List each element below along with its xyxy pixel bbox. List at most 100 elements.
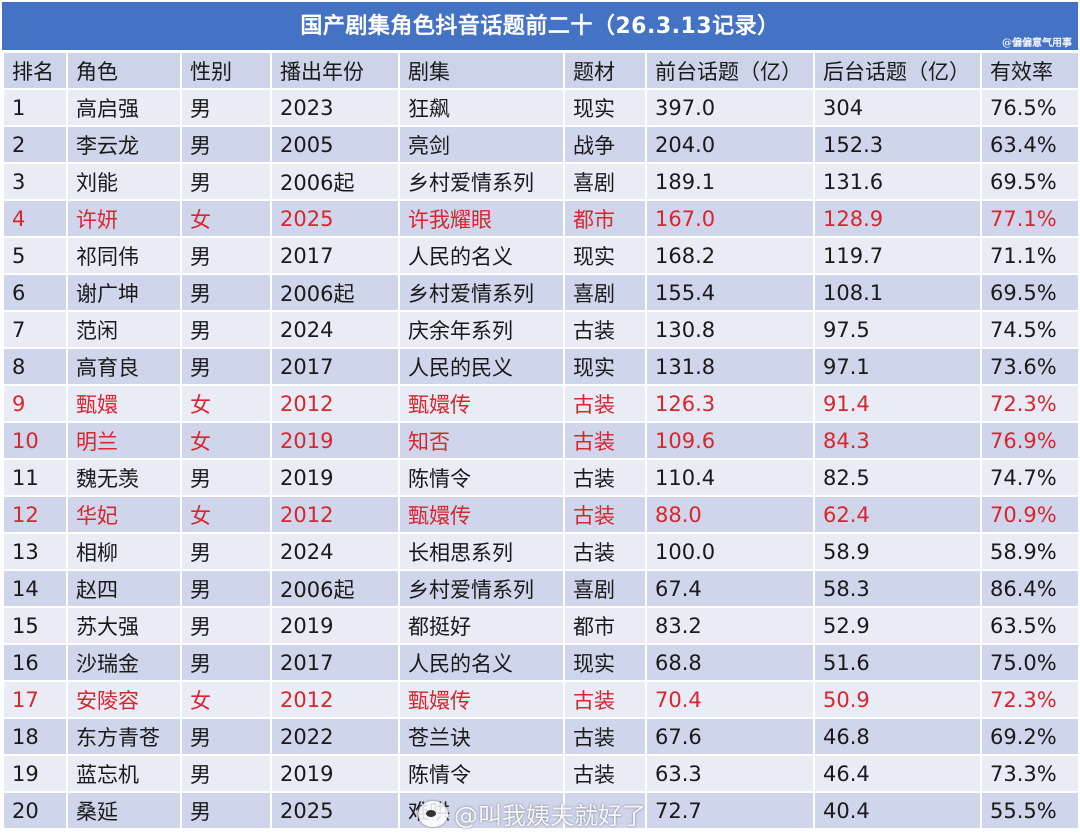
cell-back-topic: 58.9 [815,534,980,571]
cell-gender: 男 [182,90,270,127]
cell-front-topic: 168.2 [647,238,813,275]
cell-drama: 亮剑 [400,127,563,164]
cell-genre: 喜剧 [565,275,645,312]
cell-front-topic: 72.7 [647,793,813,830]
cell-genre: 现实 [565,90,645,127]
cell-rank: 1 [4,90,66,127]
cell-rate: 74.5% [982,312,1078,349]
cell-rate: 74.7% [982,460,1078,497]
cell-year: 2024 [272,534,398,571]
cell-drama: 人民的名义 [400,645,563,682]
cell-role: 蓝忘机 [68,756,180,793]
col-header-year: 播出年份 [272,53,398,90]
cell-year: 2025 [272,793,398,830]
cell-role: 华妃 [68,497,180,534]
cell-role: 高启强 [68,90,180,127]
cell-back-topic: 62.4 [815,497,980,534]
col-header-rank: 排名 [4,53,66,90]
cell-rank: 2 [4,127,66,164]
cell-year: 2019 [272,756,398,793]
cell-year: 2006起 [272,164,398,201]
cell-year: 2005 [272,127,398,164]
cell-rate: 58.9% [982,534,1078,571]
table-row: 5 祁同伟男 2017 人民的名义 现实 168.2 119.7 71.1% [4,238,1078,275]
cell-rate: 75.0% [982,645,1078,682]
col-header-role: 角色 [68,53,180,90]
cell-front-topic: 67.4 [647,571,813,608]
cell-back-topic: 304 [815,90,980,127]
cell-rank: 16 [4,645,66,682]
table-row: 12 华妃女 2012 甄嬛传 古装 88.0 62.4 70.9% [4,497,1078,534]
cell-year: 2012 [272,386,398,423]
cell-front-topic: 167.0 [647,201,813,238]
cell-front-topic: 109.6 [647,423,813,460]
cell-drama: 知否 [400,423,563,460]
cell-back-topic: 119.7 [815,238,980,275]
cell-drama: 都挺好 [400,608,563,645]
cell-rank: 8 [4,349,66,386]
cell-year: 2017 [272,349,398,386]
cell-gender: 女 [182,497,270,534]
cell-rank: 19 [4,756,66,793]
cell-year: 2019 [272,423,398,460]
cell-year: 2019 [272,608,398,645]
cell-genre [565,793,645,830]
cell-role: 苏大强 [68,608,180,645]
cell-gender: 男 [182,793,270,830]
cell-year: 2006起 [272,275,398,312]
cell-genre: 古装 [565,756,645,793]
cell-year: 2012 [272,682,398,719]
cell-gender: 男 [182,349,270,386]
table-row: 18 东方青苍男 2022 苍兰诀 古装 67.6 46.8 69.2% [4,719,1078,756]
cell-rate: 69.5% [982,275,1078,312]
table-row: 15 苏大强男 2019 都挺好 都市 83.2 52.9 63.5% [4,608,1078,645]
cell-genre: 都市 [565,201,645,238]
cell-genre: 都市 [565,608,645,645]
cell-front-topic: 131.8 [647,349,813,386]
cell-gender: 女 [182,386,270,423]
cell-year: 2017 [272,645,398,682]
cell-drama: 人民的名义 [400,238,563,275]
cell-back-topic: 46.8 [815,719,980,756]
cell-front-topic: 204.0 [647,127,813,164]
cell-rate: 71.1% [982,238,1078,275]
cell-genre: 古装 [565,386,645,423]
cell-rate: 76.9% [982,423,1078,460]
cell-role: 明兰 [68,423,180,460]
cell-year: 2025 [272,201,398,238]
page-title: 国产剧集角色抖音话题前二十（26.3.13记录） [300,14,780,39]
cell-year: 2024 [272,312,398,349]
cell-front-topic: 126.3 [647,386,813,423]
cell-genre: 喜剧 [565,164,645,201]
cell-rate: 72.3% [982,682,1078,719]
cell-drama: 人民的民义 [400,349,563,386]
cell-drama: 乡村爱情系列 [400,164,563,201]
cell-rate: 73.6% [982,349,1078,386]
cell-gender: 男 [182,534,270,571]
cell-rate: 72.3% [982,386,1078,423]
cell-role: 桑延 [68,793,180,830]
cell-rank: 15 [4,608,66,645]
cell-gender: 男 [182,275,270,312]
cell-front-topic: 68.8 [647,645,813,682]
cell-rank: 7 [4,312,66,349]
cell-rank: 10 [4,423,66,460]
cell-genre: 古装 [565,460,645,497]
cell-rank: 4 [4,201,66,238]
cell-front-topic: 397.0 [647,90,813,127]
cell-gender: 男 [182,460,270,497]
cell-drama: 长相思系列 [400,534,563,571]
cell-back-topic: 131.6 [815,164,980,201]
cell-role: 谢广坤 [68,275,180,312]
cell-drama: 甄嬛传 [400,682,563,719]
cell-rank: 12 [4,497,66,534]
header-row: 排名 角色 性别 播出年份 剧集 题材 前台话题（亿） 后台话题（亿） 有效率 [4,53,1078,90]
cell-drama: 陈情令 [400,460,563,497]
cell-year: 2006起 [272,571,398,608]
cell-drama: 乡村爱情系列 [400,275,563,312]
cell-rank: 9 [4,386,66,423]
cell-rank: 6 [4,275,66,312]
cell-drama: 甄嬛传 [400,386,563,423]
cell-rate: 77.1% [982,201,1078,238]
cell-rate: 63.4% [982,127,1078,164]
